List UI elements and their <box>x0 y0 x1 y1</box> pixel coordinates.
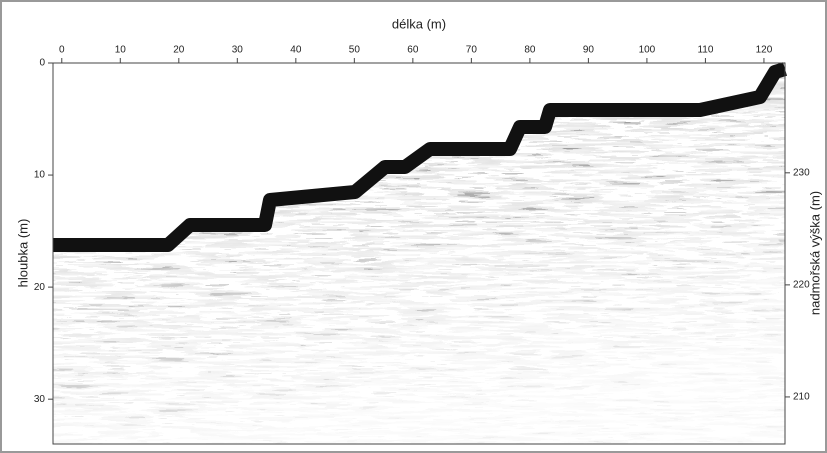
x-tick-label: 60 <box>407 45 419 56</box>
x-tick-label: 50 <box>349 45 361 56</box>
x-tick-label: 120 <box>756 45 773 56</box>
y-tick-label: 0 <box>39 58 45 69</box>
x-tick-label: 0 <box>59 45 65 56</box>
plot-frame <box>52 62 786 445</box>
x-tick-label: 110 <box>697 45 713 56</box>
x-axis-title: délka (m) <box>392 16 446 31</box>
x-tick-label: 40 <box>290 45 302 56</box>
surface-band <box>53 62 788 252</box>
y-tick-label: 10 <box>34 170 46 181</box>
x-tick-label: 20 <box>173 45 185 56</box>
y-axis-title: hloubka (m) <box>15 219 30 288</box>
y-tick-label: 30 <box>34 394 46 405</box>
y2-axis-title: nadmořská výška (m) <box>807 191 822 315</box>
y-tick-label: 20 <box>34 282 46 293</box>
y2-tick-label: 210 <box>793 392 810 403</box>
x-tick-label: 30 <box>232 45 244 56</box>
x-tick-label: 80 <box>524 45 536 56</box>
y2-tick-label: 220 <box>793 280 810 291</box>
x-tick-label: 10 <box>115 45 127 56</box>
x-tick-label: 90 <box>583 45 595 56</box>
x-tick-label: 70 <box>466 45 478 56</box>
y2-tick-label: 230 <box>793 167 810 178</box>
x-tick-label: 100 <box>639 45 656 56</box>
